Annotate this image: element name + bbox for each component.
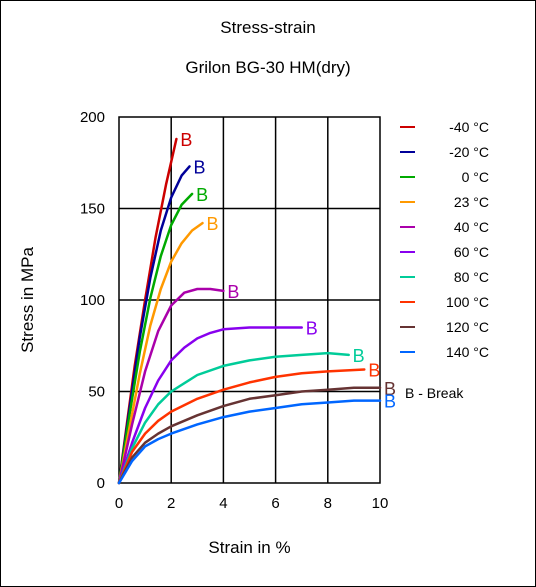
break-marker: B (353, 346, 365, 366)
y-tick-label: 200 (80, 109, 105, 126)
y-tick-label: 50 (88, 384, 105, 401)
y-tick-label: 0 (97, 475, 105, 492)
x-tick-label: 0 (115, 495, 123, 512)
break-marker: B (207, 214, 219, 234)
legend-entry: 40 °C (454, 219, 489, 235)
series-line (117, 386, 382, 485)
x-tick-label: 10 (372, 495, 389, 512)
series-line (117, 351, 350, 485)
x-tick-label: 2 (167, 495, 175, 512)
legend-entry: 120 °C (446, 319, 489, 335)
break-marker: B (306, 318, 318, 338)
legend-entry: 100 °C (446, 294, 489, 310)
legend-entry: 60 °C (454, 244, 489, 260)
break-marker: B (227, 282, 239, 302)
x-tick-label: 8 (324, 495, 332, 512)
break-note: B - Break (405, 385, 464, 401)
chart-title: Stress-strain (220, 18, 316, 37)
y-tick-label: 150 (80, 201, 105, 218)
series-line (117, 287, 225, 485)
series-line (117, 326, 303, 485)
legend-entry: 80 °C (454, 269, 489, 285)
break-marker: B (180, 130, 192, 150)
chart-subtitle: Grilon BG-30 HM(dry) (185, 58, 351, 77)
x-axis-label: Strain in % (208, 538, 290, 557)
y-axis-label: Stress in MPa (18, 247, 37, 353)
break-marker: B (384, 379, 396, 399)
break-marker: B (384, 392, 396, 412)
series-line (117, 368, 366, 485)
y-tick-label: 100 (80, 292, 105, 309)
series-line (117, 192, 194, 485)
legend-entry: 140 °C (446, 344, 489, 360)
break-marker: B (368, 361, 380, 381)
break-marker: B (193, 157, 205, 177)
x-tick-label: 6 (271, 495, 279, 512)
series-line (117, 399, 382, 485)
legend-entry: -20 °C (449, 144, 489, 160)
break-marker: B (196, 185, 208, 205)
legend-entry: -40 °C (449, 119, 489, 135)
legend-entry: 23 °C (454, 194, 489, 210)
series-line (117, 221, 204, 485)
legend-entry: 0 °C (462, 169, 489, 185)
x-tick-label: 4 (219, 495, 227, 512)
